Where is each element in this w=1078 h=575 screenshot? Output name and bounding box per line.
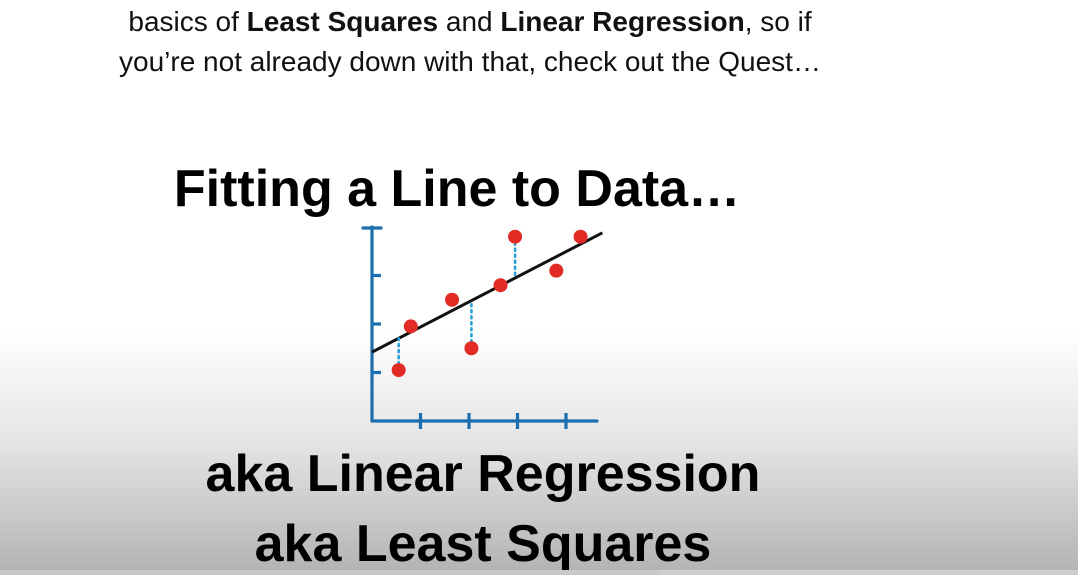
- video-progress-bar[interactable]: [0, 570, 1078, 575]
- data-point: [391, 363, 406, 378]
- intro-keyword-least-squares: Least Squares: [246, 6, 439, 37]
- data-point: [549, 263, 564, 278]
- data-point: [445, 292, 460, 307]
- data-point: [464, 341, 479, 356]
- intro-text-line-1: basics of Least Squares and Linear Regre…: [0, 2, 940, 42]
- data-point: [573, 229, 588, 244]
- video-progress-fill: [0, 570, 658, 575]
- chart-layer: [361, 225, 604, 429]
- data-point: [493, 278, 508, 293]
- subtitle-least-squares: aka Least Squares: [254, 515, 712, 573]
- intro-keyword-linear-regression: Linear Regression: [500, 6, 745, 37]
- intro-text-segment: and: [438, 6, 501, 37]
- subtitle-linear-regression: aka Linear Regression: [205, 445, 761, 503]
- slide-title: Fitting a Line to Data…: [173, 160, 741, 218]
- intro-text-segment: , so if: [744, 6, 812, 37]
- data-point: [508, 229, 523, 244]
- intro-text-line-2: you’re not already down with that, check…: [119, 46, 821, 77]
- intro-text-segment: basics of: [128, 6, 247, 37]
- regression-line: [371, 231, 604, 354]
- data-point: [403, 319, 418, 334]
